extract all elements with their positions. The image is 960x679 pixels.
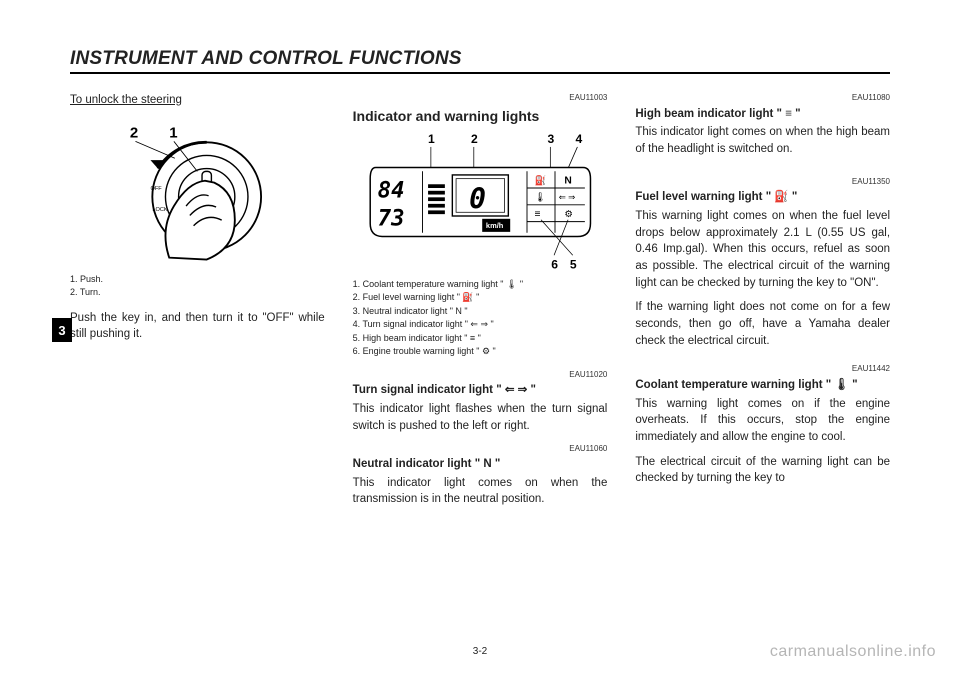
svg-text:⚙: ⚙	[564, 209, 572, 219]
legend-4: 4. Turn signal indicator light " ⇐ ⇒ "	[353, 318, 608, 332]
code-eau11350: EAU11350	[635, 176, 890, 188]
svg-text:LOCK: LOCK	[152, 206, 168, 212]
svg-text:km/h: km/h	[486, 221, 504, 230]
code-eau11020: EAU11020	[353, 369, 608, 381]
neutral-body: This indicator light comes on when the t…	[353, 475, 608, 508]
svg-text:≡: ≡	[534, 209, 540, 220]
legend-6: 6. Engine trouble warning light " ⚙ "	[353, 345, 608, 359]
svg-text:OFF: OFF	[150, 186, 162, 192]
fig1-label-2: 2	[130, 124, 138, 141]
code-eau11442: EAU11442	[635, 363, 890, 375]
svg-text:⇐ ⇒: ⇐ ⇒	[558, 192, 574, 202]
svg-text:4: 4	[575, 132, 582, 146]
svg-text:6: 6	[551, 257, 558, 271]
fuel-body-1: This warning light comes on when the fue…	[635, 208, 890, 291]
svg-text:N: N	[564, 175, 571, 186]
watermark: carmanualsonline.info	[770, 643, 936, 661]
column-1: To unlock the steering	[70, 92, 325, 516]
fuel-heading: Fuel level warning light " ⛽ "	[635, 189, 890, 206]
turn-signal-body: This indicator light flashes when the tu…	[353, 401, 608, 434]
unlock-steering-heading: To unlock the steering	[70, 92, 325, 109]
fig1-cap-2: 2. Turn.	[70, 286, 325, 300]
coolant-body-1: This warning light comes on if the engin…	[635, 396, 890, 446]
legend-5: 5. High beam indicator light " ≡ "	[353, 332, 608, 346]
code-eau11060: EAU11060	[353, 443, 608, 455]
svg-text:🌡: 🌡	[534, 191, 546, 202]
svg-text:0: 0	[469, 182, 486, 215]
svg-text:73: 73	[377, 205, 404, 231]
svg-text:84: 84	[377, 177, 404, 203]
manual-page: INSTRUMENT AND CONTROL FUNCTIONS 3 To un…	[0, 0, 960, 679]
neutral-heading: Neutral indicator light " N "	[353, 456, 608, 473]
figure-steering-lock: OFF LOCK 2 1	[70, 117, 325, 267]
column-2: EAU11003 Indicator and warning lights 1 …	[353, 92, 608, 516]
turn-signal-heading: Turn signal indicator light " ⇐ ⇒ "	[353, 382, 608, 399]
legend-2: 2. Fuel level warning light " ⛽ "	[353, 291, 608, 305]
column-3: EAU11080 High beam indicator light " ≡ "…	[635, 92, 890, 516]
svg-text:⛽: ⛽	[534, 174, 546, 186]
high-beam-heading: High beam indicator light " ≡ "	[635, 106, 890, 123]
legend-3: 3. Neutral indicator light " N "	[353, 305, 608, 319]
content-columns: To unlock the steering	[70, 92, 890, 516]
figure1-caption: 1. Push. 2. Turn.	[70, 273, 325, 300]
figure-dashboard: 1 2 3 4 84 73	[353, 132, 608, 272]
fig1-label-1: 1	[169, 124, 177, 141]
figure2-legend: 1. Coolant temperature warning light " 🌡…	[353, 278, 608, 359]
fig1-cap-1: 1. Push.	[70, 273, 325, 287]
svg-text:5: 5	[570, 257, 577, 271]
svg-text:2: 2	[471, 132, 478, 146]
coolant-heading: Coolant temperature warning light " 🌡 "	[635, 377, 890, 394]
high-beam-body: This indicator light comes on when the h…	[635, 124, 890, 157]
legend-1: 1. Coolant temperature warning light " 🌡…	[353, 278, 608, 292]
page-title: INSTRUMENT AND CONTROL FUNCTIONS	[70, 48, 890, 74]
unlock-body: Push the key in, and then turn it to "OF…	[70, 310, 325, 343]
coolant-body-2: The electrical circuit of the warning li…	[635, 454, 890, 487]
indicator-lights-heading: Indicator and warning lights	[353, 106, 608, 126]
fuel-body-2: If the warning light does not come on fo…	[635, 299, 890, 349]
svg-text:3: 3	[547, 132, 554, 146]
code-eau11003: EAU11003	[353, 92, 608, 104]
chapter-tab: 3	[52, 318, 72, 342]
svg-text:1: 1	[428, 132, 435, 146]
code-eau11080: EAU11080	[635, 92, 890, 104]
